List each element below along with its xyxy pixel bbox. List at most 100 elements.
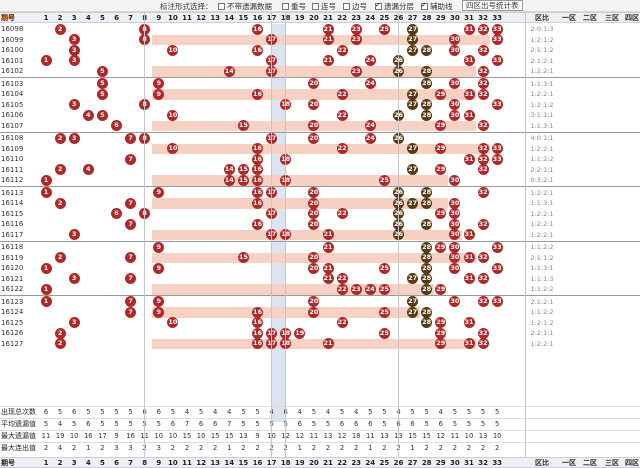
drawn-ball[interactable]: 28 [421, 109, 433, 121]
drawn-ball[interactable]: 33 [491, 262, 503, 274]
drawn-ball[interactable]: 10 [167, 317, 179, 329]
drawn-ball[interactable]: 30 [449, 174, 461, 186]
drawn-ball[interactable]: 16 [252, 187, 263, 199]
column-number-32[interactable]: 32 [478, 459, 488, 467]
drawn-ball[interactable]: 9 [153, 296, 165, 308]
drawn-ball[interactable]: 25 [378, 327, 390, 339]
drawn-ball[interactable]: 25 [378, 262, 390, 274]
drawn-ball[interactable]: 16 [252, 218, 263, 230]
drawn-ball[interactable]: 30 [449, 218, 461, 230]
drawn-ball[interactable]: 31 [463, 252, 475, 264]
drawn-ball[interactable]: 29 [435, 241, 447, 253]
table-row[interactable]: 16101131721242631332:1:2:1 [0, 55, 640, 67]
drawn-ball[interactable]: 28 [421, 252, 433, 264]
drawn-ball[interactable]: 3 [68, 34, 80, 46]
drawn-ball[interactable]: 3 [68, 273, 80, 285]
column-number-20[interactable]: 20 [309, 459, 319, 467]
drawn-ball[interactable]: 3 [68, 44, 80, 56]
drawn-ball[interactable]: 27 [407, 88, 419, 100]
drawn-ball[interactable]: 9 [153, 88, 165, 100]
drawn-ball[interactable]: 21 [322, 34, 334, 46]
drawn-ball[interactable]: 5 [96, 88, 108, 100]
column-number-27[interactable]: 27 [407, 14, 418, 22]
option-edge[interactable]: 边号 [343, 1, 367, 12]
drawn-ball[interactable]: 7 [125, 252, 137, 264]
drawn-ball[interactable]: 29 [435, 120, 447, 132]
checkbox-icon[interactable] [343, 3, 350, 10]
drawn-ball[interactable]: 2 [54, 327, 66, 339]
column-number-9[interactable]: 9 [156, 14, 162, 22]
drawn-ball[interactable]: 2 [54, 164, 66, 176]
table-row[interactable]: 16121 3 7 21 22 27 28 31 32 1:1:1:3 [0, 273, 640, 285]
column-number-3[interactable]: 3 [71, 459, 77, 467]
column-number-30[interactable]: 30 [450, 459, 460, 467]
drawn-ball[interactable]: 20 [308, 120, 320, 132]
drawn-ball[interactable]: 15 [237, 252, 249, 264]
drawn-ball[interactable]: 5 [96, 109, 108, 121]
drawn-ball[interactable]: 9 [153, 78, 165, 90]
drawn-ball[interactable]: 5 [96, 65, 108, 77]
drawn-ball[interactable]: 2 [54, 338, 66, 350]
drawn-ball[interactable]: 29 [435, 164, 447, 176]
drawn-ball[interactable]: 20 [308, 78, 320, 90]
drawn-ball[interactable]: 3 [68, 132, 80, 144]
drawn-ball[interactable]: 21 [322, 262, 334, 274]
column-number-22[interactable]: 22 [337, 14, 347, 22]
table-row[interactable]: 16122 1 22 23 24 25 28 29 1:1:2:2 [0, 283, 640, 295]
zone-header-2[interactable]: 二区 [583, 459, 597, 467]
drawn-ball[interactable]: 24 [364, 132, 376, 144]
zone-header-0[interactable]: 区比 [535, 14, 549, 22]
drawn-ball[interactable]: 33 [491, 23, 503, 35]
drawn-ball[interactable]: 31 [463, 88, 475, 100]
column-number-3[interactable]: 3 [71, 14, 77, 22]
drawn-ball[interactable]: 1 [40, 174, 52, 186]
drawn-ball[interactable]: 23 [350, 34, 362, 46]
drawn-ball[interactable]: 25 [378, 283, 390, 295]
drawn-ball[interactable]: 27 [407, 164, 419, 176]
drawn-ball[interactable]: 2 [54, 23, 66, 35]
drawn-ball[interactable]: 20 [308, 262, 320, 274]
drawn-ball[interactable]: 31 [463, 55, 475, 67]
table-row[interactable]: 16125 3 10 16 22 28 29 31 1:2:1:2 [0, 317, 640, 329]
drawn-ball[interactable]: 30 [449, 34, 461, 46]
drawn-ball[interactable]: 20 [308, 252, 320, 264]
column-number-23[interactable]: 23 [351, 459, 362, 467]
drawn-ball[interactable]: 33 [491, 55, 503, 67]
column-number-29[interactable]: 29 [435, 14, 446, 22]
column-number-9[interactable]: 9 [156, 459, 162, 467]
drawn-ball[interactable]: 3 [68, 55, 80, 67]
drawn-ball[interactable]: 22 [336, 109, 348, 121]
drawn-ball[interactable]: 27 [407, 143, 419, 155]
column-number-15[interactable]: 15 [238, 459, 249, 467]
drawn-ball[interactable]: 20 [308, 99, 320, 111]
drawn-ball[interactable]: 28 [421, 44, 433, 56]
column-number-19[interactable]: 19 [294, 459, 305, 467]
column-number-21[interactable]: 21 [323, 459, 333, 467]
column-number-10[interactable]: 10 [168, 459, 178, 467]
drawn-ball[interactable]: 10 [167, 143, 179, 155]
drawn-ball[interactable]: 29 [435, 283, 447, 295]
table-row[interactable]: 16120 1 9 20 21 25 28 30 33 1:1:3:1 [0, 262, 640, 274]
drawn-ball[interactable]: 14 [223, 65, 235, 77]
zone-header-4[interactable]: 四区 [625, 459, 639, 467]
column-number-24[interactable]: 24 [365, 14, 376, 22]
column-number-1[interactable]: 1 [43, 459, 49, 467]
drawn-ball[interactable]: 31 [463, 229, 475, 241]
table-row[interactable]: 161082378172024264:0:1:1 [0, 132, 640, 144]
drawn-ball[interactable]: 1 [40, 283, 52, 295]
column-number-16[interactable]: 16 [252, 459, 263, 467]
drawn-ball[interactable]: 7 [125, 153, 137, 165]
drawn-ball[interactable]: 7 [125, 197, 137, 209]
drawn-ball[interactable]: 29 [435, 327, 447, 339]
drawn-ball[interactable]: 28 [421, 78, 433, 90]
drawn-ball[interactable]: 31 [463, 153, 475, 165]
column-number-19[interactable]: 19 [294, 14, 305, 22]
drawn-ball[interactable]: 2 [54, 132, 66, 144]
drawn-ball[interactable]: 31 [463, 273, 475, 285]
table-row[interactable]: 16106451022262830313:1:1:1 [0, 109, 640, 121]
column-number-26[interactable]: 26 [393, 459, 404, 467]
table-row[interactable]: 16104 5 9 16 22 27 29 31 32 1:2:2:1 [0, 88, 640, 100]
drawn-ball[interactable]: 16 [252, 197, 263, 209]
drawn-ball[interactable]: 16 [252, 306, 263, 318]
checkbox-icon[interactable] [312, 3, 319, 10]
